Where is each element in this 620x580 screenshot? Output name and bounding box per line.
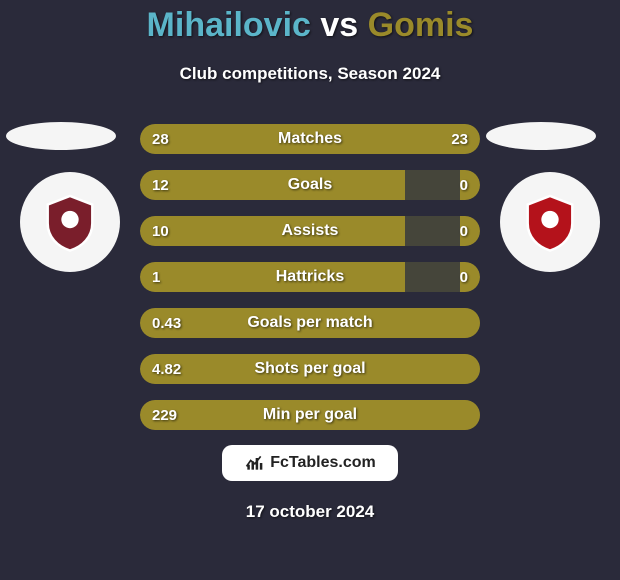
stat-value-left: 1: [140, 269, 172, 286]
stat-value-left: 4.82: [140, 361, 193, 378]
stat-row: 120Goals: [140, 170, 480, 200]
stat-value-right: 0: [448, 223, 480, 240]
stat-fill-left: 12: [140, 170, 405, 200]
stat-value-left: 0.43: [140, 315, 193, 332]
stat-fill-right: 0: [460, 170, 480, 200]
stat-fill-left: 10: [140, 216, 405, 246]
brand-badge: FcTables.com: [222, 445, 398, 481]
stat-row: 2823Matches: [140, 124, 480, 154]
stat-fill-right: 23: [324, 124, 480, 154]
stat-fill-right: 0: [460, 262, 480, 292]
subtitle: Club competitions, Season 2024: [0, 64, 620, 84]
right-club-badge: [500, 172, 600, 272]
stat-row: 100Assists: [140, 216, 480, 246]
date-text: 17 october 2024: [0, 502, 620, 522]
stat-value-right: 0: [448, 177, 480, 194]
title-player-right: Gomis: [368, 6, 474, 44]
stat-fill-left: 1: [140, 262, 405, 292]
left-player-oval: [6, 122, 116, 150]
stat-fill-right: 0: [460, 216, 480, 246]
chart-icon: [244, 453, 264, 473]
stat-row: 0.43Goals per match: [140, 308, 480, 338]
stat-value-left: 28: [140, 131, 181, 148]
stat-value-left: 10: [140, 223, 181, 240]
left-club-badge: [20, 172, 120, 272]
title-player-left: Mihailovic: [147, 6, 311, 44]
rapids-crest-icon: [39, 191, 101, 253]
right-player-oval: [486, 122, 596, 150]
stat-fill-left: 4.82: [140, 354, 480, 384]
stat-value-left: 12: [140, 177, 181, 194]
stat-value-right: 0: [448, 269, 480, 286]
stat-value-right: 23: [439, 131, 480, 148]
stat-fill-left: 28: [140, 124, 324, 154]
stat-row: 10Hattricks: [140, 262, 480, 292]
toronto-crest-icon: [519, 191, 581, 253]
comparison-canvas: Mihailovic vs Gomis Club competitions, Se…: [0, 0, 620, 580]
page-title: Mihailovic vs Gomis: [0, 6, 620, 45]
title-vs: vs: [311, 6, 368, 44]
brand-text: FcTables.com: [270, 454, 376, 472]
stat-value-left: 229: [140, 407, 189, 424]
stat-row: 4.82Shots per goal: [140, 354, 480, 384]
stat-fill-left: 229: [140, 400, 480, 430]
stat-row: 229Min per goal: [140, 400, 480, 430]
stat-fill-left: 0.43: [140, 308, 480, 338]
